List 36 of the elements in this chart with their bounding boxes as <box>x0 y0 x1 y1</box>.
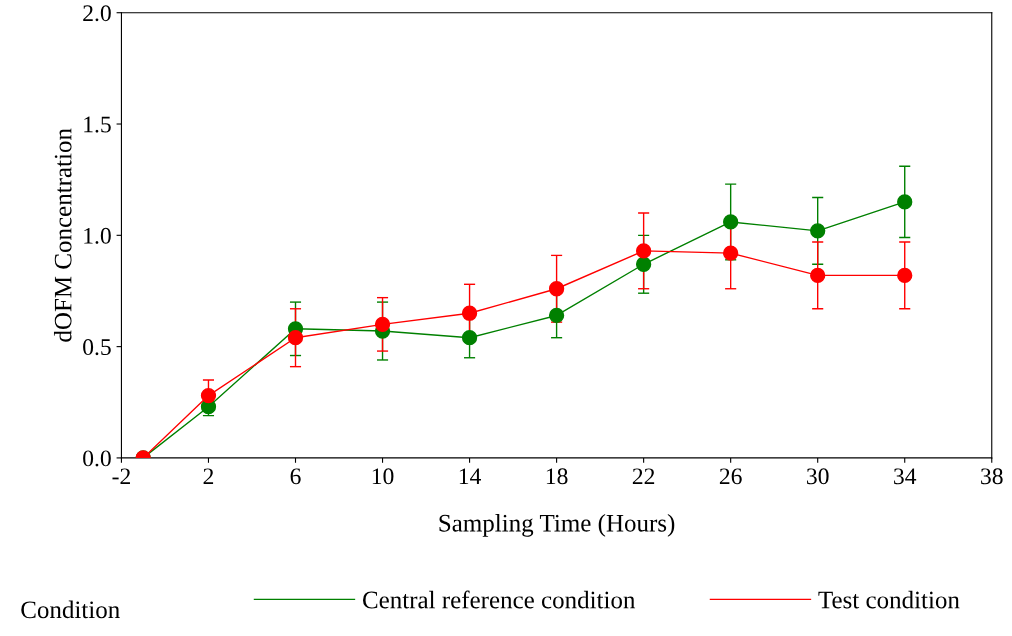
x-tick-label: 26 <box>719 468 742 485</box>
point <box>548 307 565 324</box>
y-tick-label: 2.0 <box>83 5 111 22</box>
legend-title: Condition <box>21 600 120 619</box>
legend-label: Central reference condition <box>363 590 636 609</box>
point <box>548 281 565 297</box>
x-tick-label: 34 <box>894 468 917 485</box>
point <box>635 243 652 259</box>
x-tick-label: -2 <box>112 468 130 485</box>
point <box>810 267 826 284</box>
x-tick-label: 18 <box>546 468 568 485</box>
x-tick-label: 22 <box>632 468 655 485</box>
x-tick-label: 30 <box>807 468 829 485</box>
point <box>374 316 391 332</box>
point <box>461 305 478 321</box>
point <box>200 387 217 404</box>
point <box>723 245 739 261</box>
y-tick-label: 1.0 <box>84 227 111 244</box>
point <box>810 223 826 239</box>
point <box>635 256 652 272</box>
y-axis-title: dOFM Concentration <box>53 128 72 342</box>
point <box>287 330 304 346</box>
x-tick-label: 14 <box>459 468 481 485</box>
y-tick-label: 1.5 <box>84 116 111 133</box>
point <box>461 330 478 346</box>
x-axis-title: Sampling Time (Hours) <box>439 514 675 537</box>
point <box>723 214 739 230</box>
point <box>897 267 913 284</box>
y-tick-label: 0.5 <box>83 339 111 356</box>
legend-label: Test condition <box>818 590 960 609</box>
x-tick-label: 38 <box>981 468 1003 485</box>
x-tick-label: 10 <box>372 468 394 485</box>
x-tick-label: 6 <box>290 468 301 485</box>
x-tick-label: 2 <box>203 468 214 485</box>
point <box>897 194 913 210</box>
y-tick-label: 0.0 <box>83 450 111 467</box>
